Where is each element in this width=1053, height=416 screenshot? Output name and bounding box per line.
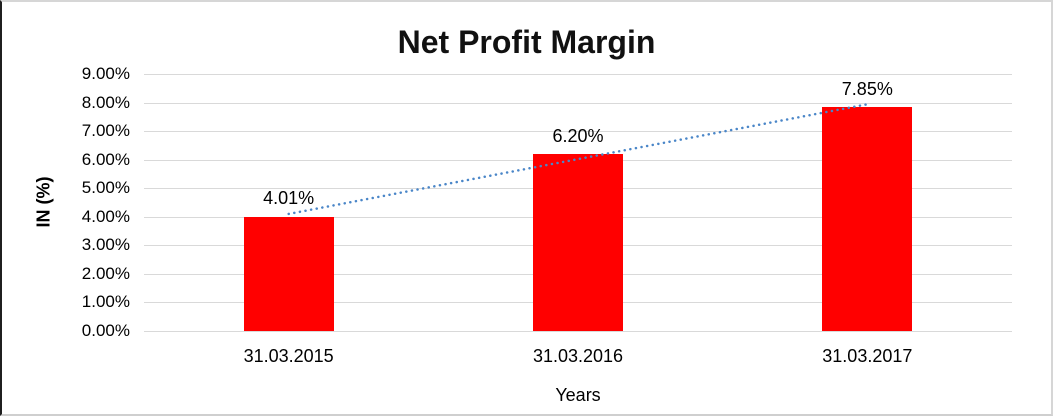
y-tick-label: 2.00% [81, 263, 130, 283]
y-tick-label: 8.00% [81, 92, 130, 112]
y-tick-label: 9.00% [81, 64, 130, 83]
trendline [287, 103, 869, 216]
gridline [144, 331, 1012, 332]
y-tick-label: 7.00% [81, 121, 130, 141]
bar [243, 216, 334, 331]
trendline-path [287, 103, 869, 216]
chart-title: Net Profit Margin [397, 24, 656, 60]
data-label: 4.01% [263, 188, 315, 209]
y-tick-label: 5.00% [81, 178, 130, 198]
bar [822, 106, 913, 331]
x-tick-label: 31.03.2017 [822, 346, 913, 366]
gridline [144, 131, 1012, 133]
y-tick-label: 6.00% [81, 149, 130, 169]
data-label: 7.85% [841, 78, 893, 99]
y-tick-label: 4.00% [81, 206, 130, 226]
plot-area: 4.01% 6.20% 7.85% [144, 74, 1012, 332]
y-tick-label: 3.00% [81, 235, 130, 255]
data-label: 6.20% [552, 125, 604, 146]
bar [533, 153, 623, 331]
x-tick-label: 31.03.2015 [243, 346, 334, 366]
x-axis-title: Years [555, 385, 601, 405]
x-tick-label: 31.03.2016 [532, 346, 624, 366]
gridline [144, 74, 1012, 75]
y-tick-label: 1.00% [81, 292, 130, 312]
gridline [144, 102, 1012, 104]
y-tick-label: 0.00% [81, 321, 130, 340]
